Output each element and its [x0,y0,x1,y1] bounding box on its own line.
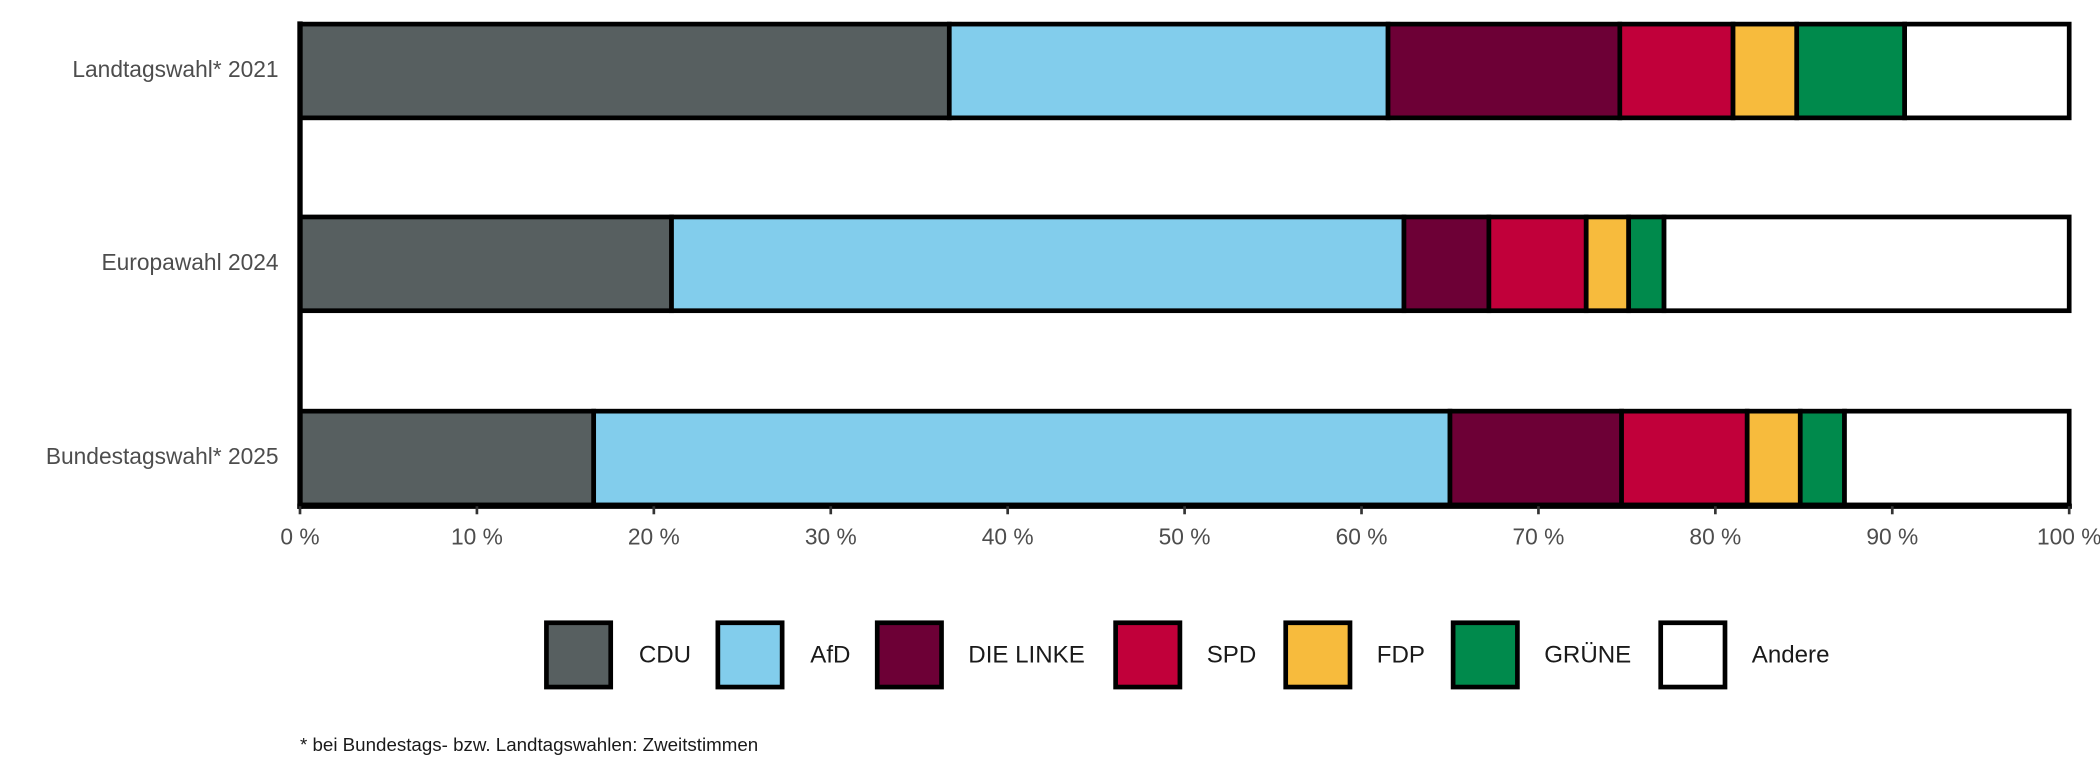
bar-segment [297,214,674,314]
x-tick-label: 20 % [628,523,680,549]
x-tick-label: 60 % [1336,523,1388,549]
legend-swatch [1450,620,1520,690]
bar-segment [1385,21,1623,121]
bar-segment [1744,408,1803,508]
bar-segment [669,214,1407,314]
x-tick-label: 50 % [1159,523,1211,549]
bar-segment [1583,214,1632,314]
x-tick-label: 90 % [1866,523,1918,549]
y-tick-label: Landtagswahl* 2021 [72,56,278,82]
bar-segment [591,408,1453,508]
bar-segment [1619,408,1750,508]
bar-segment [1486,214,1589,314]
legend-label: AfD [810,642,850,669]
x-tick-label: 70 % [1513,523,1565,549]
legend-label: DIE LINKE [968,642,1084,669]
bar-segment [1730,21,1800,121]
bar-segment [1661,214,2072,314]
legend-label: GRÜNE [1544,642,1631,669]
footnote: * bei Bundestags- bzw. Landtagswahlen: Z… [300,734,758,755]
bar-segment [1447,408,1624,508]
bar-segment [1401,214,1492,314]
legend-label: SPD [1207,642,1257,669]
legend-label: CDU [639,642,691,669]
bar-segment [297,408,597,508]
bar-segment [1626,214,1667,314]
x-tick-label: 30 % [805,523,857,549]
bar-segment [297,21,952,121]
legend-swatch [1283,620,1353,690]
x-tick-label: 0 % [280,523,319,549]
x-tick-label: 40 % [982,523,1034,549]
bar-segment [1617,21,1736,121]
bar-segment [946,21,1391,121]
legend-label: FDP [1377,642,1425,669]
legend-swatch [1658,620,1728,690]
x-tick-label: 80 % [1689,523,1741,549]
y-tick-label: Europawahl 2024 [101,249,278,275]
legend-swatch [1113,620,1183,690]
x-tick-label: 10 % [451,523,503,549]
legend-swatch [715,620,785,690]
bar-segment [1902,21,2072,121]
bar-segment [1797,408,1847,508]
legend-swatch [874,620,944,690]
x-tick-label: 100 % [2037,523,2100,549]
legend-swatch [544,620,614,690]
legend-label: Andere [1752,642,1830,669]
bar-segment [1842,408,2072,508]
bar-segment [1794,21,1908,121]
y-tick-label: Bundestagswahl* 2025 [46,443,279,469]
